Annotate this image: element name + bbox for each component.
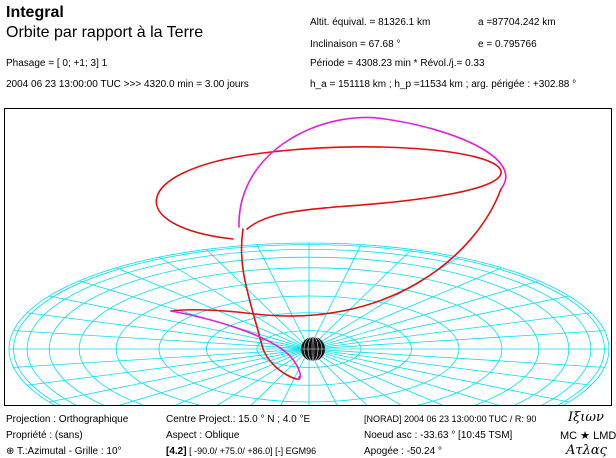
angles-text: [ -90.0/ +75.0/ +86.0] [-] EGM96 (189, 446, 317, 456)
earth-globe (301, 336, 325, 362)
grid-radial (250, 348, 310, 405)
grid-radial (308, 348, 444, 405)
eccentricity-text: e = 0.795766 (478, 39, 537, 50)
grid-radial (308, 348, 591, 386)
date-line: 2004 06 23 13:00:00 TUC >>> 4320.0 min =… (6, 79, 249, 90)
aspect-text: Aspect : Oblique (166, 430, 240, 441)
apogee-text: Apogée : -50.24 ° (364, 446, 442, 457)
orbit-plot (4, 108, 612, 406)
grid-radial (27, 348, 310, 386)
orbit-path-far (155, 116, 507, 240)
grid-radial (308, 330, 605, 350)
grid-radial (308, 348, 569, 403)
grid-radial (280, 348, 310, 405)
grid-radial (308, 280, 539, 350)
page-title: Integral (6, 4, 64, 21)
grid-radial (308, 348, 368, 405)
logo-mc-lmd: MC ★ LMD (560, 430, 616, 442)
orbit-upper-loop (155, 146, 502, 240)
grid-radial (308, 249, 412, 350)
orbit-plot-svg (8, 116, 610, 405)
grid-radial (308, 267, 502, 350)
noeud-asc-text: Noeud asc : -33.63 ° [10:45 TSM] (364, 430, 513, 441)
grid-radial (116, 267, 310, 350)
logo-atlas: Aτλας (566, 443, 607, 458)
grid-radial (308, 244, 362, 350)
propriete-text: Propriété : (sans) (6, 430, 83, 441)
inclinaison-text: Inclinaison = 67.68 ° (310, 39, 401, 50)
angles-line: [4.2] [ -90.0/ +75.0/ +86.0] [-] EGM96 (166, 446, 316, 457)
grid-radial (256, 244, 310, 350)
grid-radial (49, 348, 310, 403)
grid-radial (308, 348, 500, 405)
projection-text: Projection : Orthographique (6, 414, 129, 425)
version-tag: [4.2] (166, 446, 187, 457)
semi-major-axis-text: a =87704.242 km (478, 17, 556, 28)
azimutal-text: ⊕ T.:Azimutal - Grille : 10° (6, 446, 122, 457)
altitudes-text: h_a = 151118 km ; h_p =11534 km ; arg. p… (310, 79, 577, 90)
centre-projection-text: Centre Project.: 15.0 ° N ; 4.0 °E (166, 414, 311, 425)
altit-text: Altit. équival. = 81326.1 km (310, 17, 431, 28)
ground-grid (8, 242, 610, 405)
grid-radial (216, 348, 310, 405)
grid-radial (206, 249, 310, 350)
orbit-loop-join (246, 206, 336, 230)
grid-radial (13, 348, 310, 368)
orbit-upper-arc (238, 116, 507, 228)
grid-radial (158, 256, 310, 350)
norad-text: [NORAD] 2004 06 23 13:00:00 TUC / R: 90 (364, 414, 537, 424)
grid-radial (308, 312, 591, 350)
phasage-text: Phasage = [ 0; +1; 3] 1 (6, 58, 108, 69)
logo-ixion: Iξιων (568, 410, 604, 425)
orbit-right-descent (170, 188, 502, 317)
page-subtitle: Orbite par rapport à la Terre (6, 24, 204, 41)
grid-radial (308, 348, 402, 405)
grid-radial (308, 295, 569, 350)
grid-radial (13, 330, 310, 350)
grid-radial (308, 348, 605, 368)
grid-radial (174, 348, 310, 405)
orbit-perigee-pass (170, 310, 302, 380)
orbit-path-near (170, 188, 502, 380)
grid-radial (308, 348, 338, 405)
grid-radial (118, 348, 310, 405)
grid-radial (79, 280, 310, 350)
orbit-descent (240, 228, 301, 380)
periode-text: Période = 4308.23 min * Révol./j.= 0.33 (310, 58, 485, 69)
